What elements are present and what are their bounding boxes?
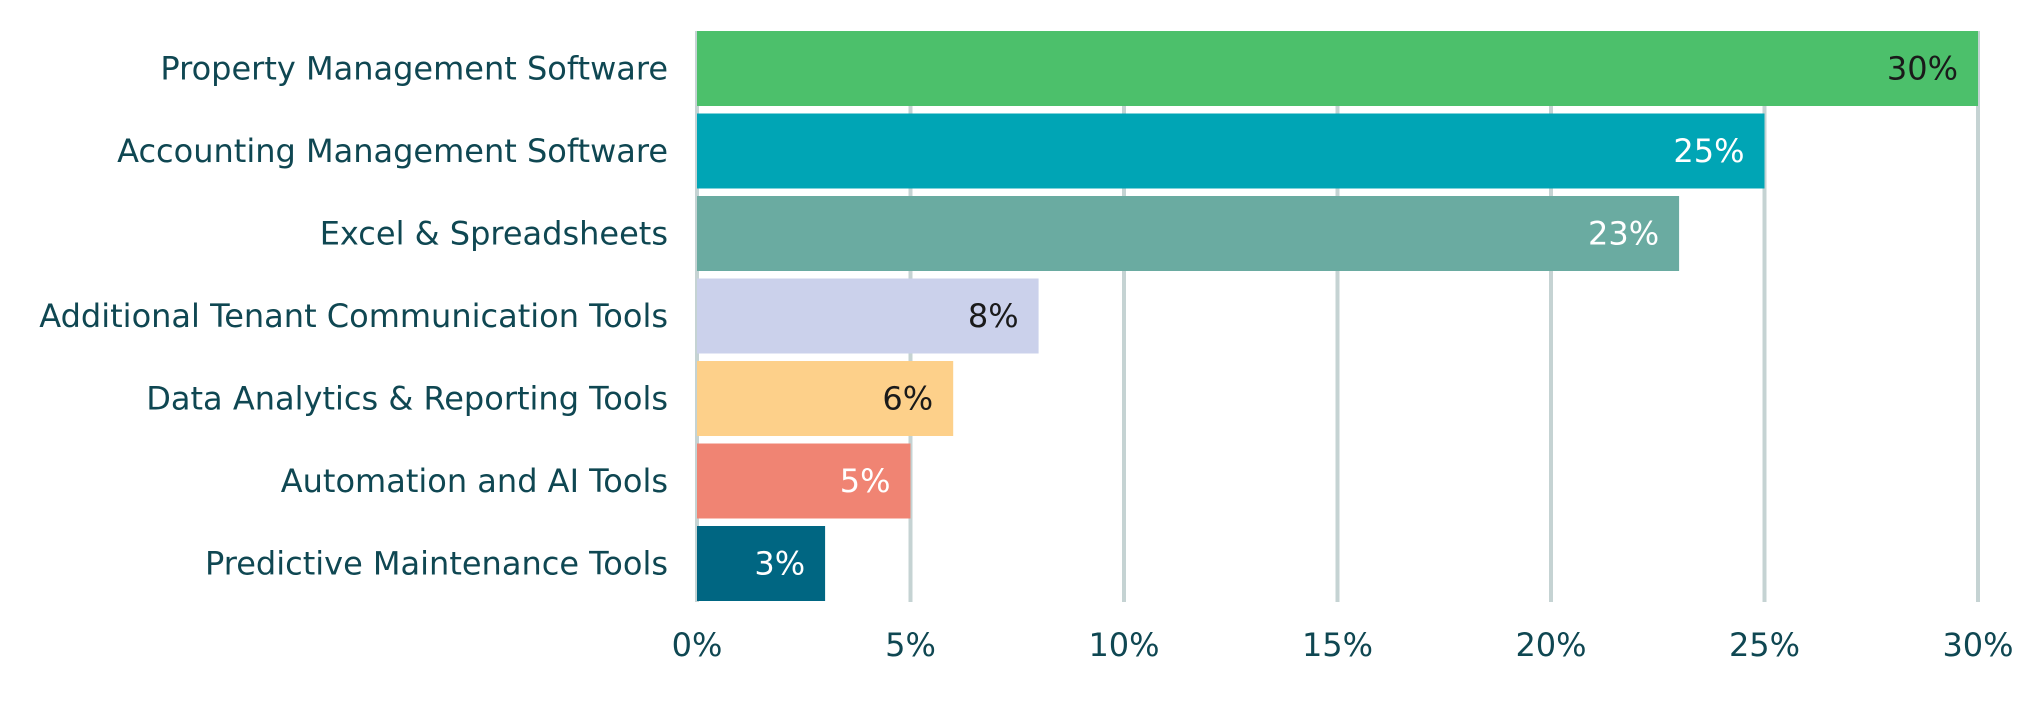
x-axis-tick-labels: 0% 5% 10% 15% 20% 25% 30%: [672, 626, 2014, 664]
bar-1: [697, 113, 1765, 189]
value-label-2: 23%: [1588, 215, 1659, 253]
bar-5: [697, 443, 911, 519]
bar-2: [697, 196, 1680, 271]
category-label-1: Accounting Management Software: [117, 132, 668, 170]
category-labels: Property Management Software Accounting M…: [39, 50, 668, 583]
category-label-4: Data Analytics & Reporting Tools: [146, 380, 668, 418]
bar-4: [697, 361, 954, 436]
x-tick-label-6: 30%: [1942, 626, 2013, 664]
value-label-3: 8%: [968, 297, 1019, 335]
value-label-0: 30%: [1887, 50, 1958, 88]
category-label-2: Excel & Spreadsheets: [320, 215, 668, 253]
x-tick-label-0: 0%: [672, 626, 723, 664]
bar-6: [697, 526, 826, 601]
x-tick-label-2: 10%: [1088, 626, 1159, 664]
value-label-1: 25%: [1673, 132, 1744, 170]
x-tick-label-4: 20%: [1515, 626, 1586, 664]
value-label-5: 5%: [840, 462, 891, 500]
category-label-5: Automation and AI Tools: [281, 462, 668, 500]
bars: [697, 31, 1978, 601]
bar-0: [697, 31, 1978, 106]
value-labels: 30% 25% 23% 8% 6% 5% 3%: [754, 50, 1958, 583]
x-tick-label-5: 25%: [1729, 626, 1800, 664]
x-tick-label-1: 5%: [885, 626, 936, 664]
category-label-6: Predictive Maintenance Tools: [205, 545, 668, 583]
category-label-3: Additional Tenant Communication Tools: [39, 297, 668, 335]
x-tick-label-3: 15%: [1302, 626, 1373, 664]
value-label-6: 3%: [754, 545, 805, 583]
bar-3: [697, 278, 1039, 354]
value-label-4: 6%: [882, 380, 933, 418]
category-label-0: Property Management Software: [160, 50, 668, 88]
